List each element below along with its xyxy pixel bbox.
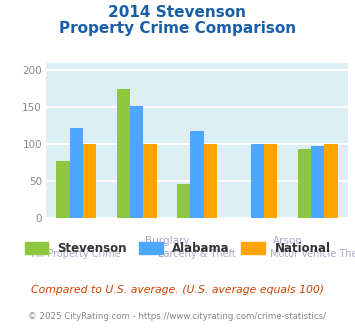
Legend: Stevenson, Alabama, National: Stevenson, Alabama, National: [20, 237, 335, 260]
Text: Property Crime Comparison: Property Crime Comparison: [59, 21, 296, 36]
Bar: [117, 88, 130, 218]
Bar: [190, 131, 204, 218]
Bar: [324, 144, 338, 218]
Bar: [83, 144, 96, 218]
Text: © 2025 CityRating.com - https://www.cityrating.com/crime-statistics/: © 2025 CityRating.com - https://www.city…: [28, 312, 327, 321]
Bar: [204, 144, 217, 218]
Bar: [177, 184, 190, 218]
Text: All Property Crime: All Property Crime: [32, 249, 121, 259]
Bar: [130, 106, 143, 218]
Text: Motor Vehicle Theft: Motor Vehicle Theft: [271, 249, 355, 259]
Bar: [298, 149, 311, 218]
Bar: [311, 146, 324, 218]
Bar: [251, 144, 264, 218]
Text: Burglary: Burglary: [144, 236, 189, 246]
Bar: [70, 128, 83, 218]
Text: Compared to U.S. average. (U.S. average equals 100): Compared to U.S. average. (U.S. average …: [31, 285, 324, 295]
Text: 2014 Stevenson: 2014 Stevenson: [109, 5, 246, 20]
Text: Larceny & Theft: Larceny & Theft: [158, 249, 236, 259]
Bar: [56, 161, 70, 218]
Bar: [143, 144, 157, 218]
Text: Arson: Arson: [273, 236, 302, 246]
Bar: [264, 144, 277, 218]
